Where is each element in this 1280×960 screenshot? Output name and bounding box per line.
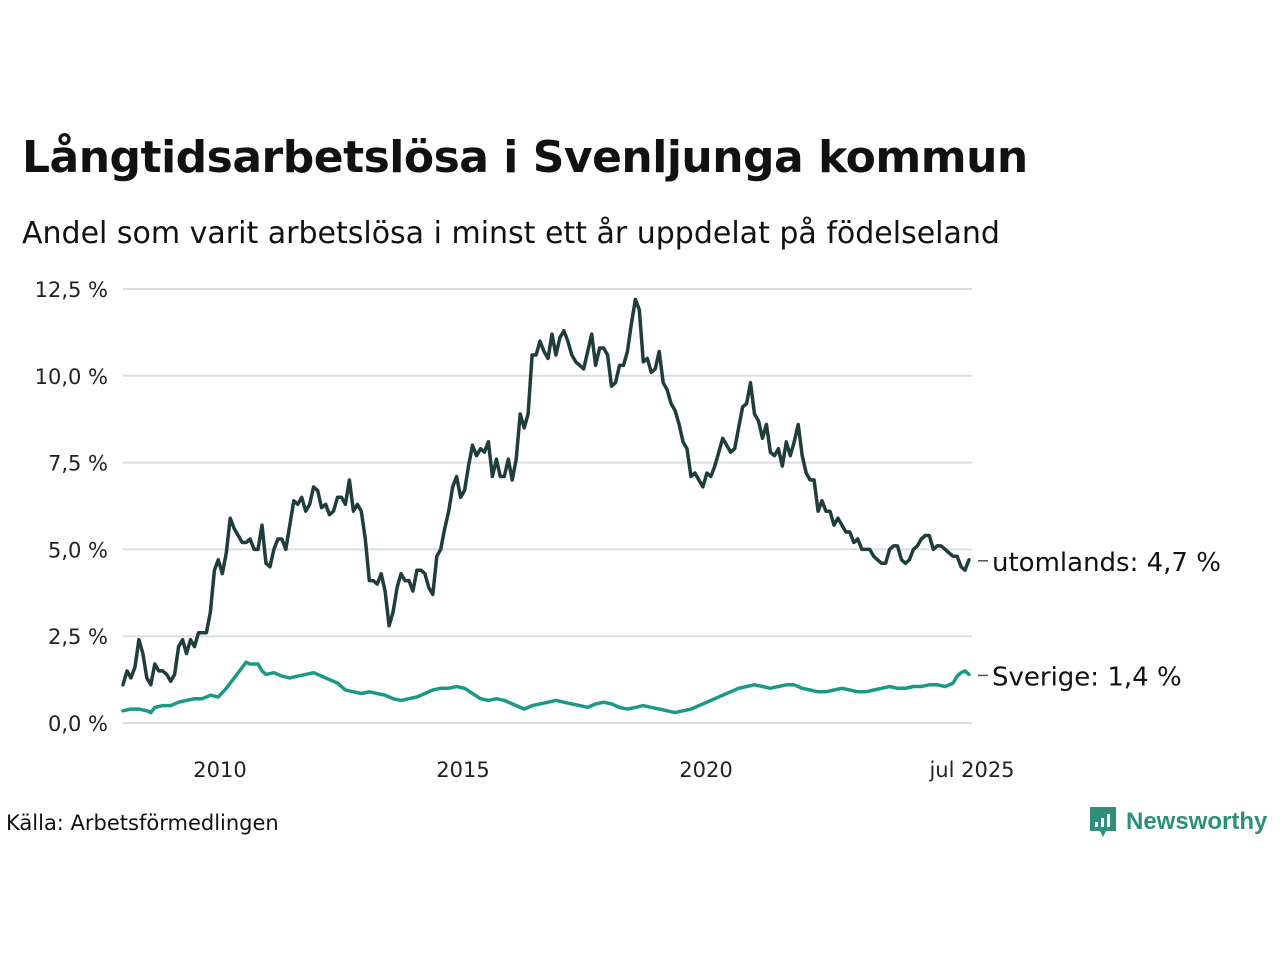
y-tick-label: 5,0 % [48, 538, 108, 562]
chart-title: Långtidsarbetslösa i Svenljunga kommun [22, 132, 1028, 183]
y-tick-label: 7,5 % [48, 452, 108, 476]
newsworthy-logo-icon [1090, 807, 1116, 837]
grid-lines [123, 288, 972, 724]
end-label-sverige: Sverige: 1,4 % [992, 662, 1182, 692]
x-tick-label: jul 2025 [928, 758, 1014, 782]
y-tick-label: 12,5 % [35, 278, 108, 302]
source-note: Källa: Arbetsförmedlingen [6, 811, 279, 835]
series-line-sverige [121, 660, 971, 715]
y-tick-label: 2,5 % [48, 625, 108, 649]
series-line-utomlands [121, 297, 971, 687]
y-tick-labels: 0,0 % 2,5 % 5,0 % 7,5 % 10,0 % 12,5 % [35, 278, 108, 736]
newsworthy-logo: Newsworthy [1088, 804, 1267, 840]
x-tick-label: 2020 [679, 758, 732, 782]
y-tick-label: 10,0 % [35, 365, 108, 389]
y-tick-label: 0,0 % [48, 712, 108, 736]
series-lines [121, 297, 971, 715]
end-label-utomlands: utomlands: 4,7 % [992, 548, 1221, 578]
x-tick-labels: 2010 2015 2020 jul 2025 [193, 758, 1014, 782]
x-tick-label: 2010 [193, 758, 246, 782]
newsworthy-logo-text: Newsworthy [1126, 808, 1268, 835]
chart-subtitle: Andel som varit arbetslösa i minst ett å… [22, 216, 1000, 251]
x-tick-label: 2015 [436, 758, 489, 782]
end-labels: utomlands: 4,7 % Sverige: 1,4 % [978, 548, 1221, 692]
